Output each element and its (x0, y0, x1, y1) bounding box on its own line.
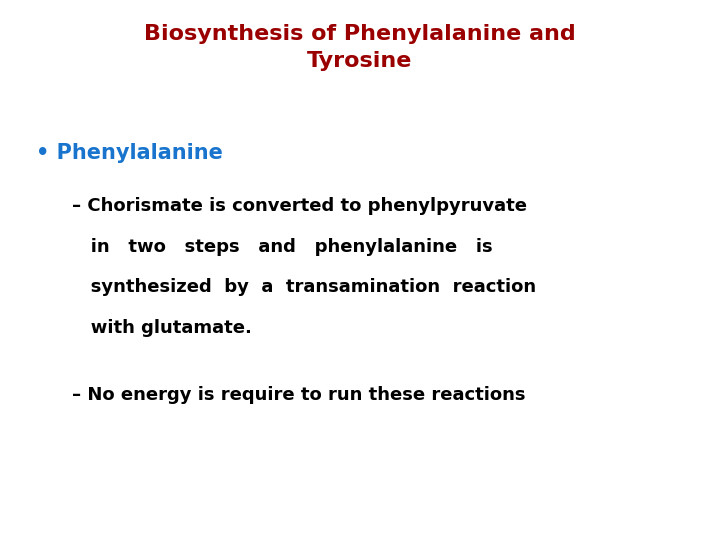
Text: – Chorismate is converted to phenylpyruvate: – Chorismate is converted to phenylpyruv… (72, 197, 527, 215)
Text: Biosynthesis of Phenylalanine and
Tyrosine: Biosynthesis of Phenylalanine and Tyrosi… (144, 24, 576, 71)
Text: with glutamate.: with glutamate. (72, 319, 252, 336)
Text: – No energy is require to run these reactions: – No energy is require to run these reac… (72, 386, 526, 404)
Text: synthesized  by  a  transamination  reaction: synthesized by a transamination reaction (72, 278, 536, 296)
Text: in   two   steps   and   phenylalanine   is: in two steps and phenylalanine is (72, 238, 492, 255)
Text: • Phenylalanine: • Phenylalanine (36, 143, 223, 163)
